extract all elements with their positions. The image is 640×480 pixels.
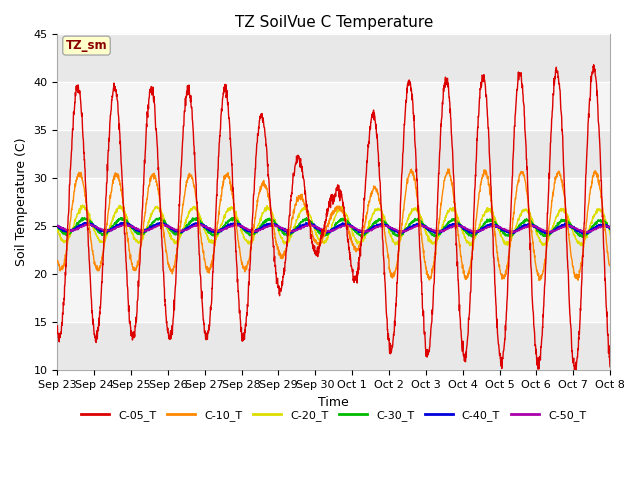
C-40_T [606, 226, 614, 231]
C-20_T [577, 243, 585, 249]
Line: C-30_T: C-30_T [58, 217, 610, 237]
C-30_T [350, 228, 358, 233]
C-40_T [86, 220, 93, 226]
Line: C-50_T: C-50_T [58, 224, 610, 233]
C-30_T [606, 227, 614, 232]
C-20_T [557, 208, 565, 214]
Bar [58, 130, 610, 178]
C-50_T [573, 226, 580, 231]
C-50_T [207, 228, 215, 233]
Bar [58, 82, 610, 130]
C-40_T [495, 223, 502, 229]
Bar [58, 323, 610, 371]
C-05_T [572, 370, 579, 376]
C-10_T [606, 263, 614, 269]
C-20_T [362, 230, 370, 236]
C-20_T [79, 202, 86, 208]
C-20_T [495, 225, 502, 231]
Bar [58, 274, 610, 323]
Line: C-20_T: C-20_T [58, 205, 610, 246]
C-50_T [362, 228, 370, 234]
C-40_T [573, 228, 580, 233]
C-40_T [350, 225, 358, 230]
X-axis label: Time: Time [318, 396, 349, 408]
C-05_T [573, 358, 580, 364]
C-30_T [362, 230, 370, 236]
C-50_T [557, 225, 565, 230]
C-20_T [54, 227, 61, 232]
C-20_T [208, 239, 216, 244]
Legend: C-05_T, C-10_T, C-20_T, C-30_T, C-40_T, C-50_T: C-05_T, C-10_T, C-20_T, C-30_T, C-40_T, … [77, 406, 591, 425]
C-20_T [350, 233, 358, 239]
Bar [58, 34, 610, 82]
C-50_T [232, 221, 240, 227]
C-10_T [207, 260, 215, 265]
Y-axis label: Soil Temperature (C): Soil Temperature (C) [15, 138, 28, 266]
C-10_T [495, 257, 502, 263]
C-30_T [208, 232, 216, 238]
Line: C-40_T: C-40_T [58, 223, 610, 234]
C-10_T [558, 180, 566, 185]
C-10_T [362, 219, 369, 225]
C-10_T [444, 166, 452, 172]
C-40_T [362, 228, 370, 234]
Title: TZ SoilVue C Temperature: TZ SoilVue C Temperature [234, 15, 433, 30]
C-40_T [54, 223, 61, 229]
C-50_T [606, 224, 614, 230]
C-30_T [579, 234, 586, 240]
C-50_T [350, 224, 358, 229]
C-10_T [54, 258, 61, 264]
C-10_T [349, 242, 357, 248]
C-05_T [590, 62, 598, 68]
C-05_T [362, 179, 369, 184]
C-50_T [581, 230, 589, 236]
C-30_T [193, 215, 201, 220]
Text: TZ_sm: TZ_sm [66, 39, 108, 52]
C-50_T [495, 224, 502, 229]
C-10_T [573, 276, 581, 281]
C-05_T [349, 278, 357, 284]
Line: C-10_T: C-10_T [58, 169, 610, 280]
C-05_T [606, 364, 614, 370]
C-20_T [573, 237, 580, 243]
Bar [58, 226, 610, 274]
C-40_T [579, 231, 587, 237]
C-05_T [557, 109, 565, 115]
Bar [58, 178, 610, 226]
C-05_T [207, 300, 215, 306]
C-40_T [557, 223, 565, 229]
C-10_T [535, 277, 543, 283]
C-50_T [54, 223, 61, 229]
C-30_T [495, 225, 502, 230]
C-30_T [54, 223, 61, 229]
C-05_T [494, 339, 502, 345]
C-20_T [606, 232, 614, 238]
C-30_T [557, 216, 565, 222]
C-30_T [573, 229, 580, 235]
C-40_T [208, 228, 216, 233]
C-05_T [54, 323, 61, 329]
Line: C-05_T: C-05_T [58, 65, 610, 373]
